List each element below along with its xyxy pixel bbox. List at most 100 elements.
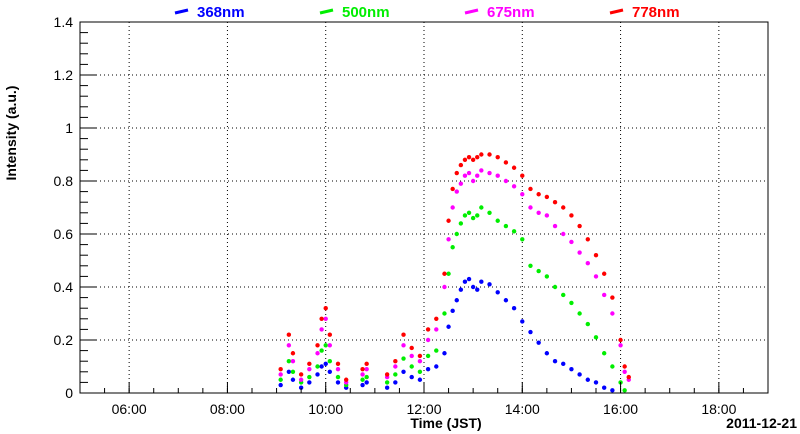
data-point (425, 337, 431, 343)
data-point (409, 364, 414, 369)
data-point (286, 369, 292, 374)
data-point (569, 239, 574, 245)
data-point (610, 311, 615, 316)
data-point (454, 231, 459, 237)
data-point (315, 364, 320, 369)
data-point (360, 366, 365, 372)
data-point (343, 377, 349, 382)
legend: 368nm 500nm 675nm 778nm (174, 4, 680, 21)
data-point (470, 215, 476, 221)
data-point (319, 348, 324, 353)
data-point (307, 380, 312, 385)
data-point (298, 372, 304, 377)
data-point (417, 359, 423, 364)
data-point (569, 366, 574, 372)
data-point (511, 184, 517, 189)
data-point (454, 298, 459, 303)
x-tick-label: 16:00 (603, 401, 638, 417)
legend-swatch (609, 8, 624, 15)
data-point (577, 372, 582, 377)
data-point (335, 374, 341, 380)
data-point (278, 377, 283, 382)
data-point (618, 343, 623, 348)
series-500nm (278, 205, 627, 393)
data-point (393, 359, 398, 364)
data-point (520, 237, 525, 242)
data-point (409, 374, 414, 380)
data-point (593, 380, 599, 385)
data-point (520, 319, 525, 324)
data-point (601, 292, 607, 298)
data-point (401, 332, 406, 337)
data-point (307, 374, 312, 380)
data-point (458, 287, 464, 292)
x-tick-label: 08:00 (210, 401, 245, 417)
data-point (417, 369, 423, 374)
data-point (487, 170, 492, 176)
data-point (487, 282, 492, 287)
data-point (434, 316, 439, 321)
data-point (577, 223, 582, 229)
data-point (360, 372, 365, 377)
data-point (315, 372, 320, 377)
data-point (323, 343, 328, 348)
y-tick-label: 1 (65, 120, 73, 136)
data-point (323, 361, 328, 367)
data-point (393, 380, 398, 385)
data-point (323, 316, 328, 321)
data-point (417, 377, 423, 382)
data-point (335, 361, 341, 367)
data-point (475, 173, 480, 178)
data-point (335, 380, 341, 385)
data-point (450, 245, 455, 250)
data-point (475, 213, 480, 218)
data-point (446, 237, 451, 242)
data-point (286, 359, 292, 364)
data-point (442, 284, 447, 290)
data-point (536, 210, 541, 215)
series-778nm (278, 152, 631, 382)
data-point (475, 154, 480, 160)
data-point (335, 366, 341, 372)
data-point (364, 374, 369, 380)
data-point (585, 260, 591, 266)
data-point (425, 327, 431, 332)
data-point (364, 366, 369, 372)
data-point (585, 377, 591, 382)
data-point (585, 321, 591, 327)
legend-label: 368nm (197, 4, 245, 21)
data-point (544, 274, 550, 279)
series-layer (278, 152, 631, 393)
data-point (425, 353, 431, 359)
data-point (327, 359, 333, 364)
data-point (470, 178, 476, 184)
data-point (450, 205, 455, 210)
data-point (487, 152, 492, 157)
legend-swatch (464, 8, 479, 15)
data-point (298, 377, 304, 382)
data-point (552, 284, 558, 290)
series-368nm (278, 276, 615, 393)
x-tick-label: 10:00 (308, 401, 343, 417)
x-tick-label: 06:00 (112, 401, 147, 417)
data-point (610, 364, 615, 369)
data-point (434, 348, 439, 353)
data-point (286, 343, 292, 348)
data-point (511, 306, 517, 311)
data-point (544, 194, 550, 200)
data-point (470, 157, 476, 162)
data-point (307, 361, 312, 367)
x-tick-label: 18:00 (701, 401, 736, 417)
data-point (479, 152, 484, 157)
data-point (409, 353, 414, 359)
y-tick-label: 1.2 (54, 67, 74, 83)
data-point (401, 369, 406, 374)
data-point (409, 345, 414, 351)
data-point (528, 205, 533, 210)
data-point (479, 205, 484, 210)
x-tick-label: 12:00 (406, 401, 441, 417)
y-tick-label: 0.6 (54, 226, 74, 242)
data-point (393, 364, 398, 369)
data-point (327, 343, 333, 348)
data-point (315, 351, 320, 356)
